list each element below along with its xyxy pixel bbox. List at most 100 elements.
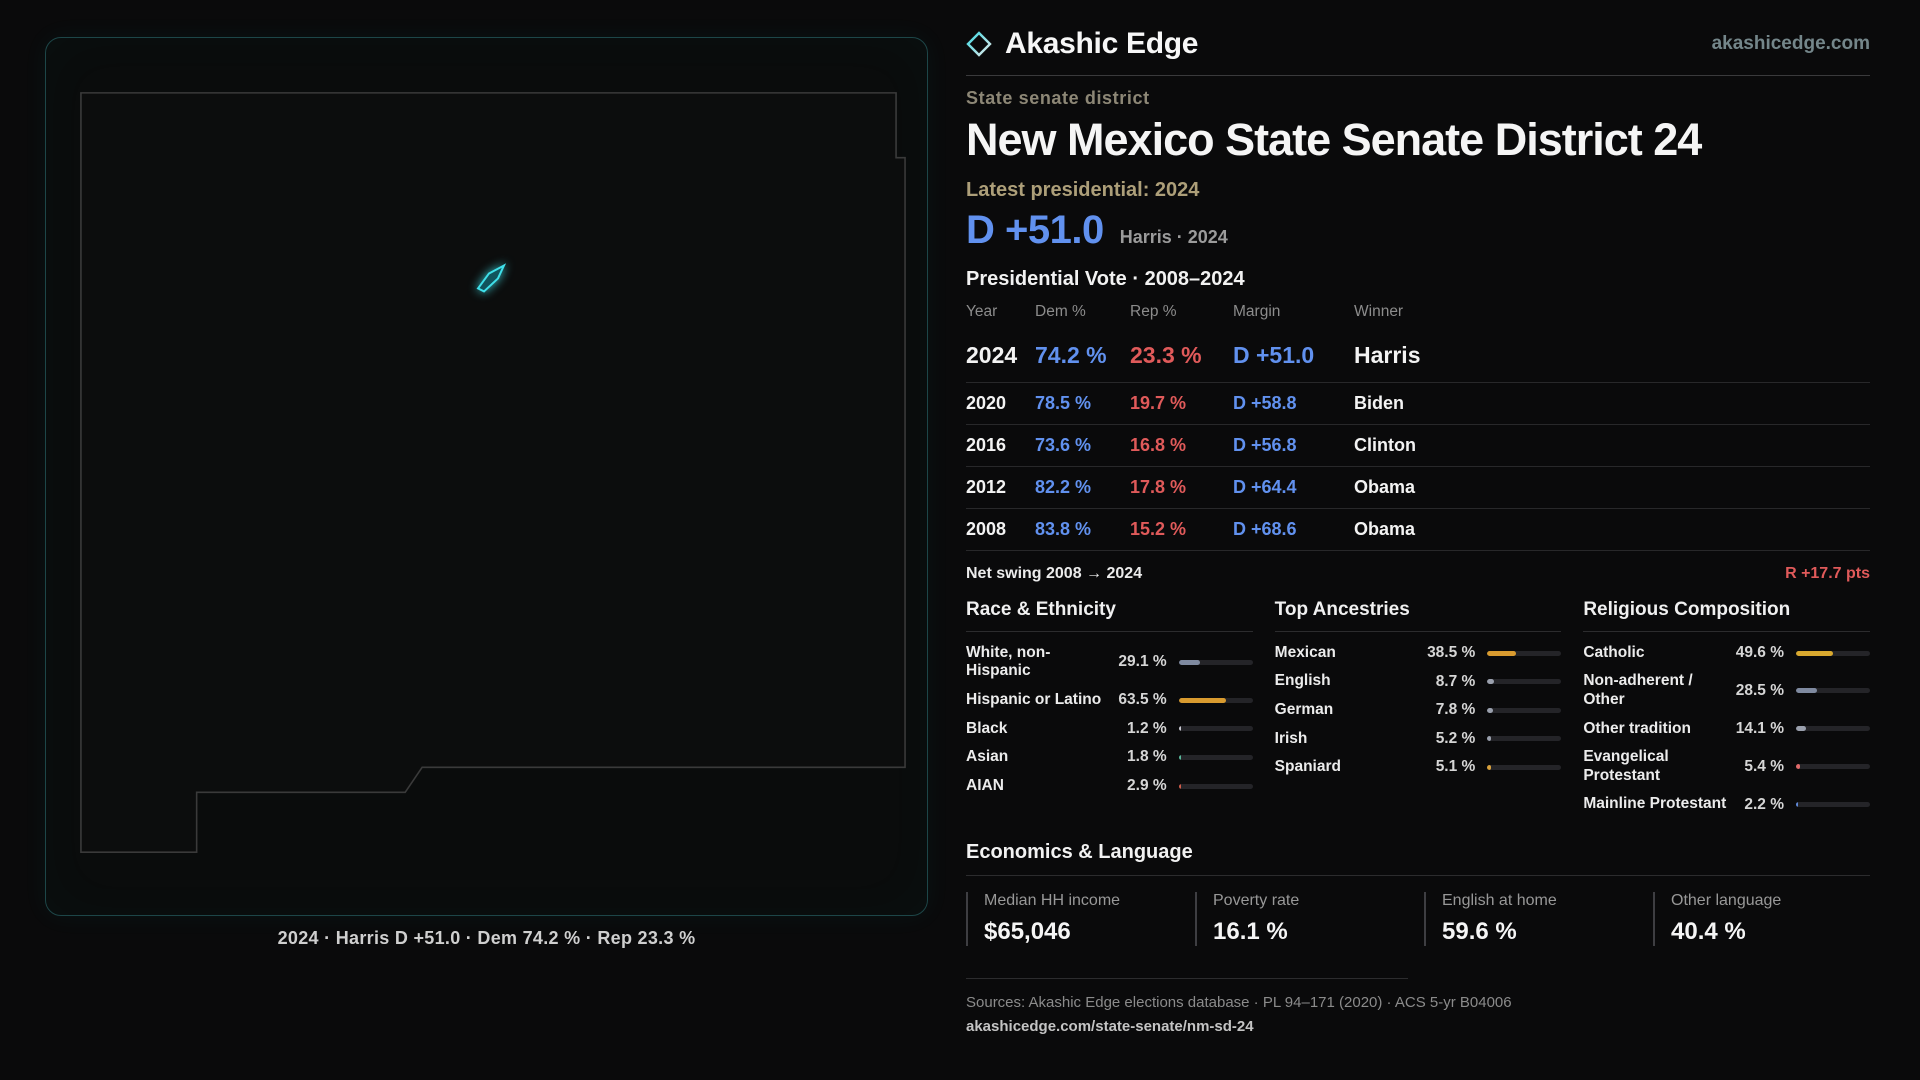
demo-bar-fill <box>1487 650 1516 656</box>
col-margin: Margin <box>1233 302 1281 320</box>
demo-label: Catholic <box>1583 643 1645 661</box>
demo-bar <box>1178 783 1253 789</box>
demo-bar-fill <box>1795 688 1818 694</box>
stat-label: Other language <box>1671 891 1782 909</box>
net-swing-label: Net swing 2008 → 2024 <box>966 564 1143 582</box>
table-row: 2016 73.6 % 16.8 % D +56.8 Clinton <box>966 425 1870 467</box>
cell-dem-pct: 83.8 % <box>1035 518 1092 539</box>
footer-divider <box>966 977 1408 979</box>
demo-row: Non-adherent / Other 28.5 % <box>1583 667 1870 714</box>
demo-bar <box>1487 650 1562 656</box>
demo-value: 63.5 % <box>1118 691 1167 709</box>
section-race-ethnicity: Race & Ethnicity White, non-Hispanic 29.… <box>966 599 1253 819</box>
demo-value: 1.2 % <box>1127 719 1167 737</box>
vote-table-title: Presidential Vote · 2008–2024 <box>966 267 1245 290</box>
stat-median-hh-income: Median HH income $65,046 <box>966 891 1183 946</box>
latest-presidential-label: Latest presidential: 2024 <box>966 178 1200 201</box>
demo-label: Asian <box>966 748 1009 766</box>
headline-margin: D +51.0 Harris · 2024 <box>966 208 1870 253</box>
district-24-shape[interactable] <box>476 263 507 293</box>
demo-value: 38.5 % <box>1427 644 1476 662</box>
district-type-kicker: State senate district <box>966 88 1150 108</box>
cell-rep-pct: 19.7 % <box>1130 392 1187 413</box>
demo-bar-fill <box>1178 659 1201 665</box>
economics-stats: Median HH income $65,046 Poverty rate 16… <box>966 891 1870 946</box>
demo-bar <box>1487 707 1562 713</box>
demo-row: Hispanic or Latino 63.5 % <box>966 686 1253 715</box>
demo-bar-fill <box>1178 697 1226 703</box>
demo-row: Evangelical Protestant 5.4 % <box>1583 743 1870 790</box>
col-rep: Rep % <box>1130 302 1177 320</box>
demo-row: English 8.7 % <box>1275 667 1562 696</box>
cell-margin: D +56.8 <box>1233 434 1297 455</box>
stat-value: 59.6 % <box>1442 917 1517 945</box>
economics-title: Economics & Language <box>966 841 1870 876</box>
demo-bar <box>1178 754 1253 760</box>
demo-value: 7.8 % <box>1435 701 1476 719</box>
section-title: Race & Ethnicity <box>966 599 1253 632</box>
table-row: 2024 74.2 % 23.3 % D +51.0 Harris <box>966 330 1870 383</box>
demo-label: Other tradition <box>1583 719 1691 737</box>
demo-row: Spaniard 5.1 % <box>1275 753 1562 782</box>
demo-value: 8.7 % <box>1435 672 1476 690</box>
cell-winner: Clinton <box>1354 434 1416 455</box>
net-swing-value: R +17.7 pts <box>1785 564 1870 582</box>
demo-row: AIAN 2.9 % <box>966 772 1253 801</box>
section-top-ancestries: Top Ancestries Mexican 38.5 % English 8.… <box>1274 599 1562 819</box>
brand-name: Akashic Edge <box>1005 27 1199 60</box>
demo-row: White, non-Hispanic 29.1 % <box>966 639 1253 686</box>
stat-value: $65,046 <box>984 917 1071 945</box>
cell-margin: D +64.4 <box>1233 476 1297 497</box>
demo-label: White, non-Hispanic <box>966 643 1051 680</box>
margin-note: Harris · 2024 <box>1119 226 1228 247</box>
section-title: Top Ancestries <box>1274 599 1562 632</box>
demo-bar-fill <box>1487 679 1494 685</box>
demo-bar <box>1487 679 1562 685</box>
demo-value: 49.6 % <box>1735 644 1784 662</box>
demo-bar <box>1178 659 1253 665</box>
demo-value: 14.1 % <box>1735 719 1784 737</box>
cell-year: 2024 <box>966 341 1018 368</box>
cell-margin: D +58.8 <box>1233 392 1297 413</box>
cell-rep-pct: 17.8 % <box>1130 476 1187 497</box>
demo-bar-fill <box>1487 764 1492 770</box>
demo-label: Non-adherent / Other <box>1583 672 1693 708</box>
demo-label: Mainline Protestant <box>1583 795 1727 813</box>
demo-value: 29.1 % <box>1118 653 1167 671</box>
new-mexico-outline <box>80 92 906 853</box>
cell-margin: D +68.6 <box>1233 518 1297 539</box>
demo-bar <box>1178 726 1253 732</box>
presidential-vote-table: Year Dem % Rep % Margin Winner 2024 74.2… <box>966 297 1870 551</box>
section-title: Religious Composition <box>1583 599 1870 632</box>
demo-value: 5.1 % <box>1435 758 1476 776</box>
demo-bar <box>1795 764 1870 770</box>
col-dem: Dem % <box>1035 302 1086 320</box>
cell-dem-pct: 73.6 % <box>1035 434 1092 455</box>
cell-year: 2008 <box>966 518 1007 539</box>
demo-row: Mexican 38.5 % <box>1275 639 1562 668</box>
brand: Akashic Edge <box>966 27 1198 61</box>
demo-bar-fill <box>1795 764 1800 770</box>
demo-value: 5.2 % <box>1435 729 1476 747</box>
page-title: New Mexico State Senate District 24 <box>966 114 1702 165</box>
demo-label: Spaniard <box>1274 758 1341 776</box>
stat-other-language: Other language 40.4 % <box>1653 891 1870 946</box>
demographics-grid: Race & Ethnicity White, non-Hispanic 29.… <box>966 599 1870 819</box>
demo-label: Hispanic or Latino <box>966 690 1102 708</box>
cell-dem-pct: 78.5 % <box>1035 392 1092 413</box>
demo-label: English <box>1274 672 1331 690</box>
stat-value: 16.1 % <box>1213 917 1288 945</box>
table-row: 2020 78.5 % 19.7 % D +58.8 Biden <box>966 383 1870 425</box>
demo-value: 28.5 % <box>1735 681 1784 699</box>
cell-rep-pct: 15.2 % <box>1130 518 1187 539</box>
stat-value: 40.4 % <box>1671 917 1746 945</box>
brand-site-link[interactable]: akashicedge.com <box>1711 33 1870 54</box>
permalink[interactable]: akashicedge.com/state-senate/nm-sd-24 <box>966 1017 1254 1035</box>
demo-bar <box>1795 688 1870 694</box>
demo-bar-fill <box>1178 783 1181 789</box>
table-row: 2012 82.2 % 17.8 % D +64.4 Obama <box>966 467 1870 509</box>
stats-panel: Akashic Edge akashicedge.com State senat… <box>966 0 1870 1035</box>
col-year: Year <box>966 302 998 320</box>
cell-margin: D +51.0 <box>1233 341 1315 368</box>
demo-bar-fill <box>1487 736 1492 742</box>
